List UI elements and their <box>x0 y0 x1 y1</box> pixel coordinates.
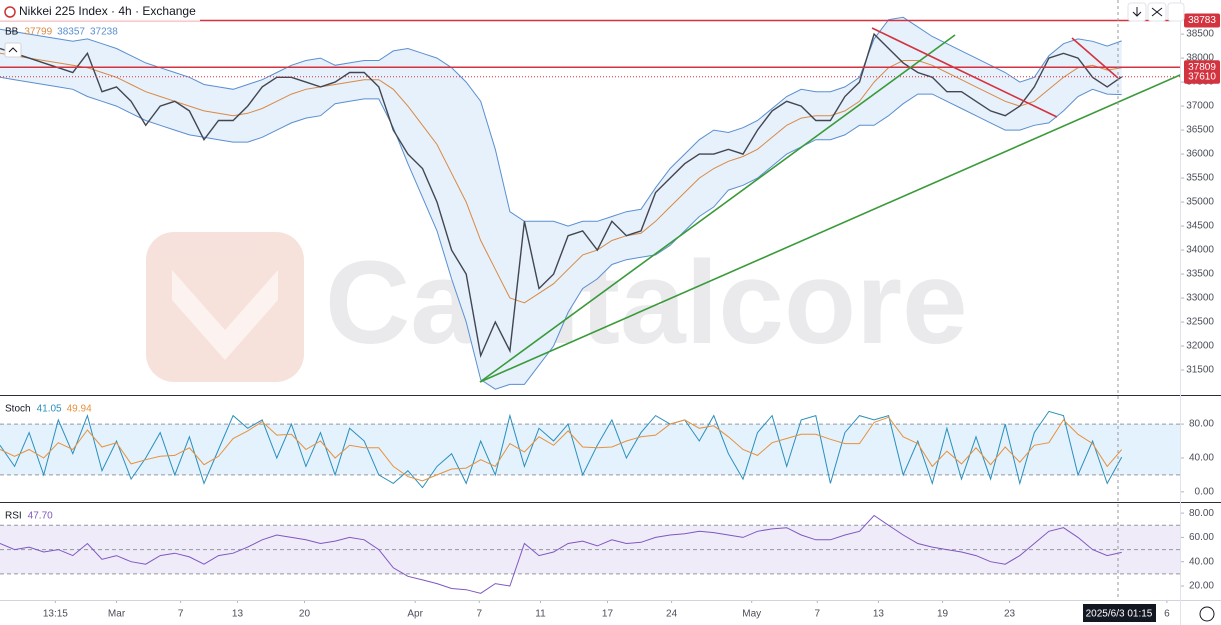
x-axis: 13:15 Mar 7 13 20 Apr 7 11 17 24 May 7 13 19 23 6 <box>43 600 1170 620</box>
price-tag-label: 38783 <box>1188 15 1216 26</box>
y-tick-label: 38500 <box>1186 29 1214 40</box>
crosshair-label-bg <box>1083 604 1156 622</box>
trend-line <box>479 74 1180 383</box>
x-tick-label: 7 <box>178 609 184 620</box>
y-tick-label: 80.00 <box>1189 508 1214 519</box>
indicator-value: 37238 <box>90 27 118 38</box>
indicator-label: RSI <box>5 511 22 522</box>
trend-line <box>871 27 1058 118</box>
trend-line <box>1071 37 1119 79</box>
price-tag-label: 37610 <box>1188 71 1216 82</box>
watermark-logo <box>146 232 304 382</box>
header: Nikkei 225 Index · 4h · Exchange <box>0 2 200 58</box>
x-tick-label: 6 <box>1164 609 1170 620</box>
x-tick-label: 7 <box>814 609 820 620</box>
x-tick-label: 19 <box>937 609 949 620</box>
plot-area <box>0 16 1180 390</box>
plot-area <box>0 514 1180 594</box>
indicator-value: 47.70 <box>28 511 53 522</box>
trend-lines <box>479 27 1180 383</box>
y-tick-label: 80.00 <box>1189 419 1214 430</box>
y-tick-label: 35500 <box>1186 173 1214 184</box>
y-tick-label: 60.00 <box>1189 532 1214 543</box>
crosshair-label: 2025/6/3 01:15 <box>1086 609 1153 620</box>
indicator-line <box>0 410 1123 489</box>
x-tick-label: 20 <box>299 609 311 620</box>
y-tick-label: 40.00 <box>1189 556 1214 567</box>
y-tick-label: 32500 <box>1186 317 1214 328</box>
y-tick-label: 20.00 <box>1189 581 1214 592</box>
bb-lower <box>0 76 1122 390</box>
indicator-label: Stoch <box>5 404 31 415</box>
x-tick-label: 11 <box>535 609 546 620</box>
x-tick-label: 7 <box>477 609 483 620</box>
indicator-value: 41.05 <box>37 404 62 415</box>
x-tick-label: 23 <box>1004 609 1016 620</box>
plot-area <box>0 410 1180 489</box>
price-line <box>0 32 1123 359</box>
flag-icon <box>4 6 16 18</box>
chart-title: Nikkei 225 Index · 4h · Exchange <box>19 4 196 18</box>
trend-line <box>479 34 956 383</box>
price-tag <box>1184 13 1220 28</box>
reset-button[interactable] <box>1167 2 1185 22</box>
price-tag-label: 37809 <box>1188 62 1216 73</box>
x-tick-label: 24 <box>666 609 678 620</box>
x-tick-label: 13 <box>232 609 244 620</box>
y-tick-label: 33500 <box>1186 269 1214 280</box>
y-tick-label: 34500 <box>1186 221 1214 232</box>
pane: 20.00 40.00 60.00 80.00 RSI 47.70 <box>0 508 1214 594</box>
watermark-text: Capitalcore <box>325 237 968 369</box>
indicator-line <box>0 514 1122 594</box>
band-fill <box>0 424 1180 475</box>
indicator-value: 49.94 <box>67 404 92 415</box>
x-tick-label: 13 <box>873 609 885 620</box>
scroll-icon <box>1132 7 1142 17</box>
indicator-label: BB <box>5 27 19 38</box>
y-tick-label: 38000 <box>1186 53 1214 64</box>
y-tick-label: 37000 <box>1186 101 1214 112</box>
y-axis: 0.00 40.00 80.00 <box>1180 419 1215 497</box>
watermark-logo-mark <box>172 270 278 360</box>
y-tick-label: 36500 <box>1186 125 1214 136</box>
indicator-line <box>0 416 1123 482</box>
pane: 0.00 40.00 80.00 Stoch 41.05 49.94 <box>0 404 1215 497</box>
indicator-value: 38357 <box>57 27 85 38</box>
collapse-button[interactable] <box>4 42 22 58</box>
price-tag <box>1184 69 1220 84</box>
indicator-value: 37799 <box>24 27 52 38</box>
maximize-icon <box>1151 7 1163 17</box>
settings-button[interactable] <box>1199 606 1215 622</box>
y-tick-label: 36000 <box>1186 149 1214 160</box>
x-tick-label: 13:15 <box>43 609 68 620</box>
y-tick-label: 35000 <box>1186 197 1214 208</box>
y-axis: 20.00 40.00 60.00 80.00 <box>1180 508 1214 592</box>
bb-band <box>0 17 1122 390</box>
y-tick-label: 40.00 <box>1189 453 1214 464</box>
watermark: Capitalcore <box>146 232 968 382</box>
x-tick-label: 17 <box>602 609 614 620</box>
toolbar <box>1127 2 1215 622</box>
x-tick-label: Apr <box>407 609 423 620</box>
x-tick-label: May <box>742 609 761 620</box>
collapse-icon <box>8 47 18 53</box>
y-tick-label: 34000 <box>1186 245 1214 256</box>
y-tick-label: 0.00 <box>1195 486 1215 497</box>
y-tick-label: 33000 <box>1186 293 1214 304</box>
y-tick-label: 32000 <box>1186 341 1214 352</box>
header-bg <box>0 2 200 21</box>
x-tick-label: Mar <box>108 609 126 620</box>
y-tick-label: 31500 <box>1186 365 1214 376</box>
pane: 31500 32000 32500 33000 33500 34000 34500 35000… <box>0 13 1220 620</box>
